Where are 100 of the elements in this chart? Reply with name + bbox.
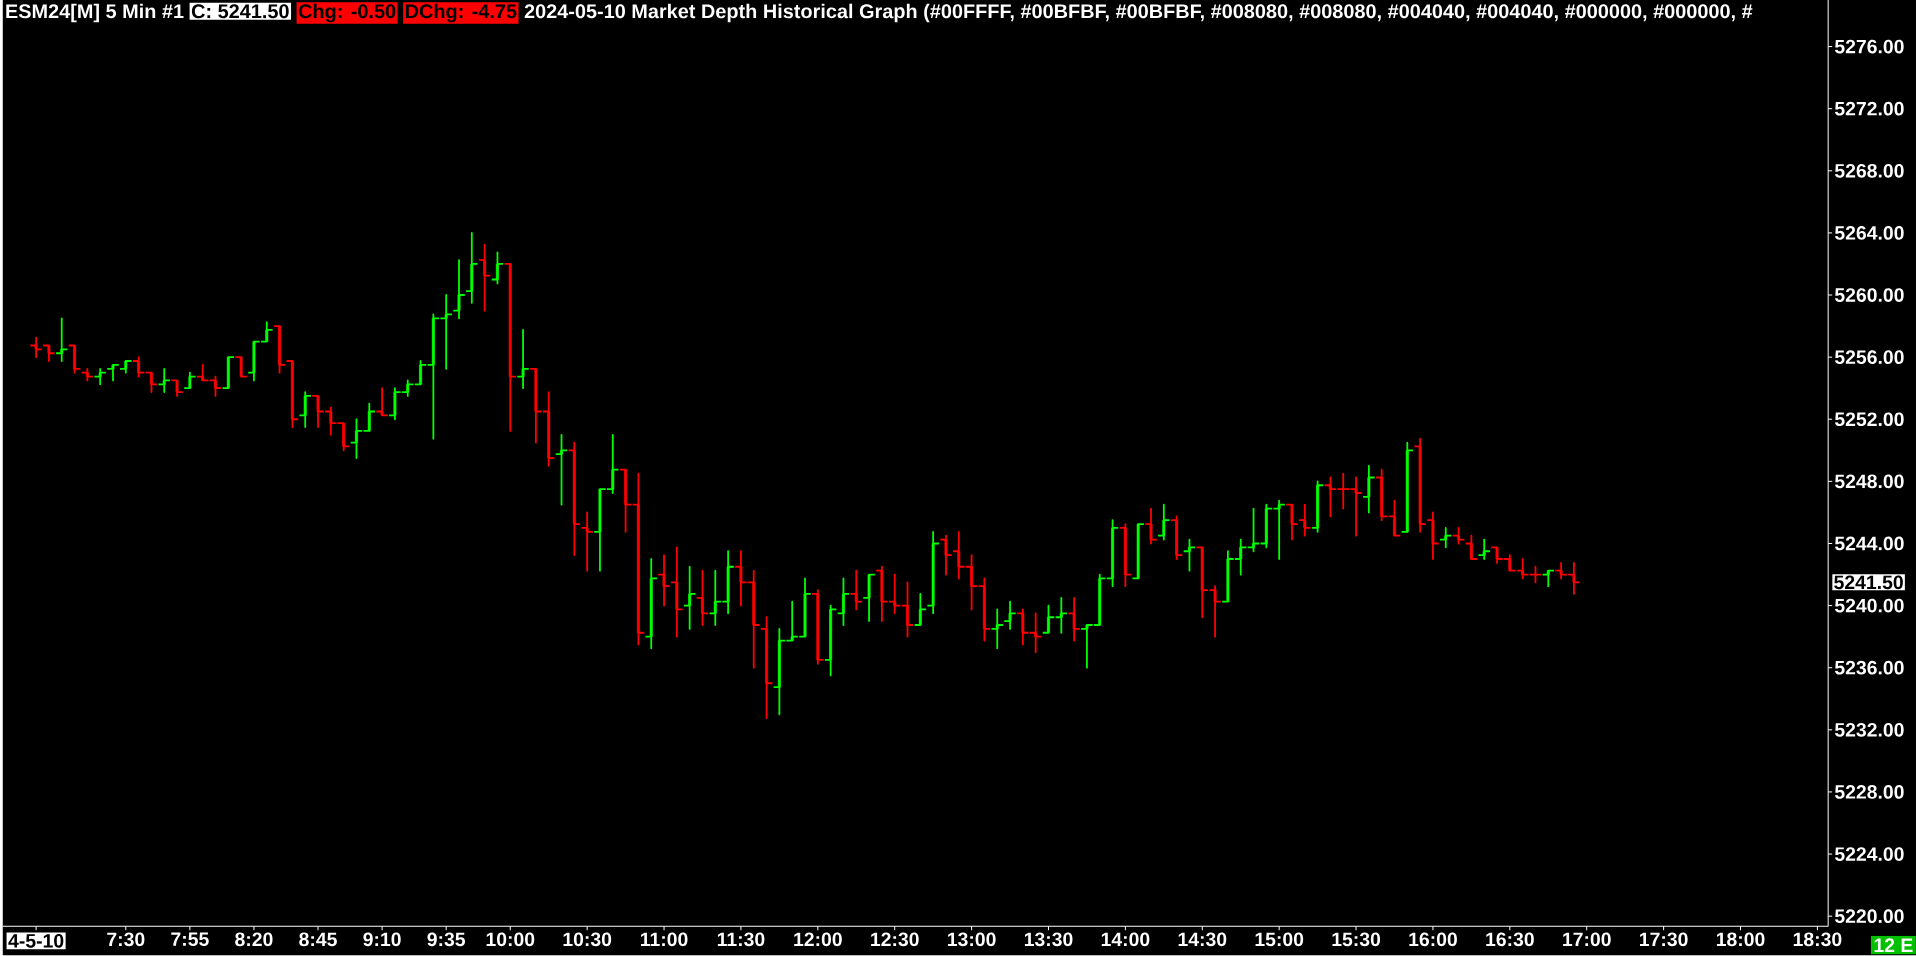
candlestick [157,368,171,394]
y-tick-label: 5244.00 [1834,536,1904,551]
candlestick [452,259,466,320]
candlestick [695,569,710,627]
x-tick-label: 9:10 [363,932,401,947]
x-tick-label: 4-5-10 [8,934,64,948]
candlestick [1541,569,1555,588]
candlestick [1169,515,1184,561]
candlestick [567,441,581,557]
annotation: DChg: -4.75 [405,3,517,23]
candlestick [144,371,159,394]
y-tick-label: 5232.00 [1834,723,1904,737]
x-tick-label: 14:30 [1178,932,1227,947]
candlestick [683,566,697,630]
x-tick-label: 11:00 [640,932,688,947]
candlestick [1464,535,1479,561]
candlestick [196,364,210,382]
candlestick [1157,503,1171,541]
y-tick-label: 5260.00 [1834,288,1904,303]
candlestick [1362,465,1376,514]
candlestick [1003,601,1017,630]
candlestick [1041,604,1056,634]
candlestick [926,531,940,615]
candlestick [1451,527,1466,545]
candlestick [208,375,223,398]
candlestick [234,356,248,378]
candlestick [67,344,82,374]
candlestick [1118,523,1133,588]
x-tick-label: 17:30 [1640,932,1688,947]
y-tick-label: 5272.00 [1834,102,1904,116]
candlestick [1285,503,1299,541]
y-tick-label: 5228.00 [1834,785,1904,799]
candlestick [1400,441,1414,533]
candlestick [580,511,594,572]
candlestick [990,608,1004,650]
candlestick [221,356,235,390]
x-tick-label: 7:30 [107,932,145,947]
y-tick-label: 5224.00 [1834,847,1904,862]
candlestick [42,344,56,363]
candlestick [618,469,633,533]
y-tick-label: 5252.00 [1834,412,1904,427]
x-tick-label: 10:00 [486,932,535,947]
candlestick [55,317,69,363]
candlestick [1067,597,1081,642]
candlestick [349,418,364,460]
x-tick-label: 8:45 [299,932,337,947]
candlestick [170,379,184,398]
candlestick [657,554,671,607]
candlestick [29,337,43,359]
candlestick [298,391,312,429]
x-tick-label: 15:30 [1332,932,1381,947]
candlestick [849,569,863,611]
x-tick-label: 17:00 [1563,932,1611,947]
candlestick [119,360,133,374]
y-tick-label: 5248.00 [1834,474,1904,489]
candlestick [1298,503,1312,537]
candlestick [913,593,927,627]
candlestick [1246,507,1261,553]
candlestick [939,535,953,576]
candlestick [759,616,774,720]
x-tick-label: 13:30 [1024,932,1073,947]
candlestick [375,387,389,417]
candlestick [285,360,300,429]
candlestick [900,581,915,638]
x-tick-label: 18:30 [1793,932,1842,947]
candlestick [1375,469,1389,522]
chart-title: ESM24[M] 5 Min #1 [6,3,184,23]
candlestick [477,243,492,312]
candlestick [1387,500,1402,537]
annotation: Chg: -0.50 [298,3,396,23]
candlestick [1439,527,1453,549]
x-tick-label: 12:00 [794,932,842,947]
x-tick-label: 8:20 [235,932,273,947]
x-tick-label: 12:30 [871,932,919,947]
candlestick [413,360,428,386]
y-tick-label: 5240.00 [1834,598,1904,613]
candlestick [490,251,505,285]
candlestick [362,403,376,432]
candlestick [670,546,684,638]
x-tick-label: 14:00 [1101,932,1150,947]
candlestick [1131,523,1145,580]
x-tick-label: 16:30 [1486,932,1534,947]
candlestick [836,577,851,627]
candlestick [503,263,517,432]
y-tick-label: 5264.00 [1834,226,1904,240]
candlestick [823,604,838,677]
y-tick-label: 5220.00 [1834,909,1904,924]
x-tick-label: 10:30 [563,932,612,947]
candlestick [1144,507,1158,545]
x-tick-label: 7:55 [171,932,209,947]
x-tick-label: 11:30 [717,932,765,947]
candlestick [93,368,107,386]
candlestick [106,364,120,382]
candlestick [1182,538,1197,572]
candlestick [554,434,569,506]
candlestick [1413,437,1427,533]
candlestick [1054,597,1068,634]
chart-subtitle: 2024-05-10 Market Depth Historical Graph (#00FFFF, #00BFBF, #00BFBF, #008080, #008080, #004040, #004040, #000000, #000000, # [524,3,1753,23]
text: 5241.50 [1834,575,1903,590]
x-tick-label: 13:00 [948,932,996,947]
